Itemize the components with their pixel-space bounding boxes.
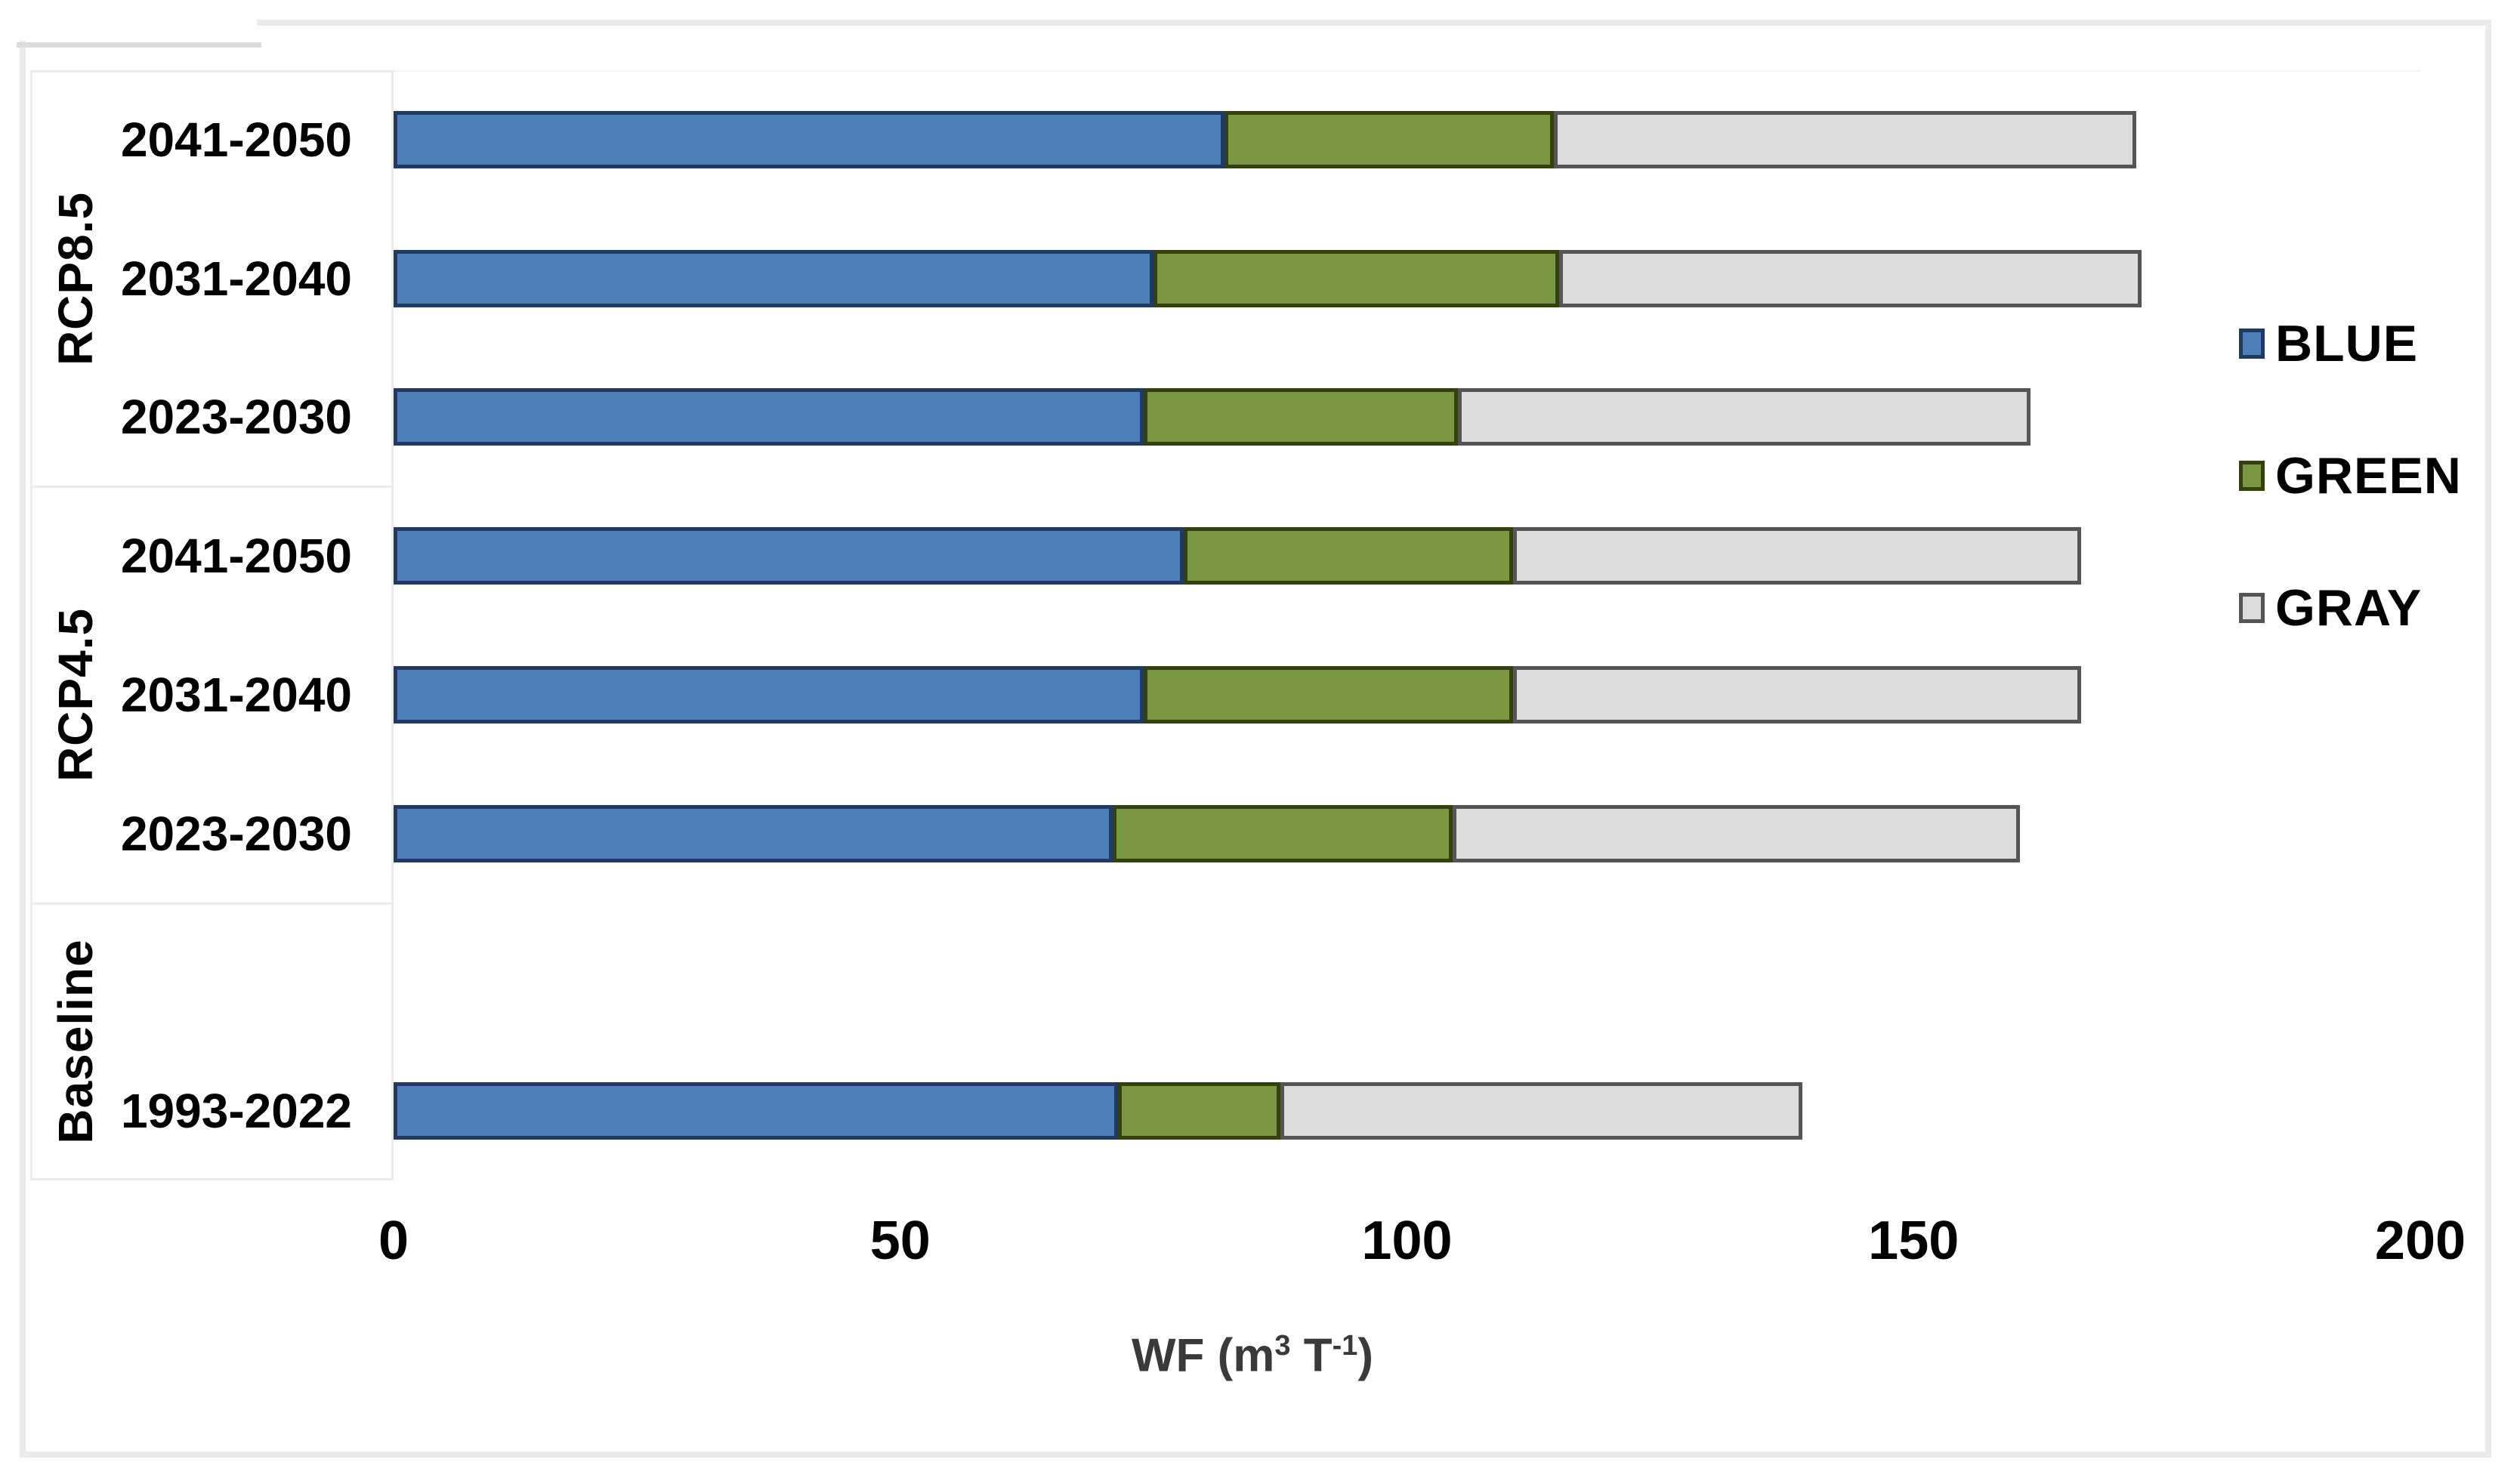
bar-segment-gray xyxy=(1280,1082,1802,1140)
legend-label: GREEN xyxy=(2275,447,2462,504)
legend-label: GRAY xyxy=(2275,579,2423,637)
period-label: 2023-2030 xyxy=(120,806,352,861)
legend-swatch-gray xyxy=(2239,593,2265,623)
period-label: 2041-2050 xyxy=(120,112,352,167)
x-axis-title-superscript: 3 xyxy=(1274,1329,1291,1362)
legend-swatch-green xyxy=(2239,461,2265,491)
legend-item-blue: BLUE xyxy=(2239,314,2418,373)
x-axis-tick-label: 200 xyxy=(2374,1211,2466,1271)
bar-segment-green xyxy=(1153,249,1559,307)
bar-row xyxy=(394,804,2021,862)
x-axis-title-text: T xyxy=(1290,1329,1333,1382)
legend-item-gray: GRAY xyxy=(2239,578,2422,637)
bar-segment-blue xyxy=(394,388,1144,446)
figure-border xyxy=(20,20,2491,1458)
period-label: 2023-2030 xyxy=(120,390,352,445)
legend-label: BLUE xyxy=(2275,315,2419,372)
x-axis-title: WF (m3 T-1) xyxy=(1132,1329,1373,1383)
bar-segment-blue xyxy=(394,665,1144,723)
x-axis-title-text: WF (m xyxy=(1131,1329,1275,1382)
bar-row xyxy=(394,110,2137,168)
bar-segment-blue xyxy=(394,110,1225,168)
frame-top-left-step-line xyxy=(17,42,261,48)
bar-segment-blue xyxy=(394,1082,1119,1140)
bar-segment-blue xyxy=(394,249,1154,307)
bar-segment-green xyxy=(1118,1082,1280,1140)
x-axis-title-superscript: -1 xyxy=(1332,1329,1358,1362)
bar-segment-gray xyxy=(1457,388,2031,446)
period-label: 2031-2040 xyxy=(120,251,352,306)
bar-row xyxy=(394,527,2081,585)
bar-segment-gray xyxy=(1558,249,2142,307)
category-axis-panel xyxy=(30,70,394,1180)
bar-segment-green xyxy=(1143,665,1514,723)
bar-row xyxy=(394,249,2142,307)
bar-row xyxy=(394,665,2081,723)
bar-segment-gray xyxy=(1513,665,2081,723)
frame-top-left-notch xyxy=(0,0,257,41)
x-axis-tick-label: 50 xyxy=(869,1211,931,1271)
x-axis-tick-label: 150 xyxy=(1868,1211,1959,1271)
bar-segment-gray xyxy=(1554,110,2137,168)
period-label: 2041-2050 xyxy=(120,529,352,584)
bar-segment-green xyxy=(1224,110,1554,168)
bar-segment-blue xyxy=(394,804,1113,862)
legend-item-green: GREEN xyxy=(2239,446,2462,505)
bar-segment-gray xyxy=(1513,527,2081,585)
bar-segment-green xyxy=(1143,388,1458,446)
period-label: 2031-2040 xyxy=(120,667,352,722)
bar-segment-green xyxy=(1184,527,1514,585)
period-label: 1993-2022 xyxy=(120,1084,352,1139)
plot-area-top-line xyxy=(394,70,2420,72)
bar-segment-green xyxy=(1113,804,1453,862)
bar-segment-blue xyxy=(394,527,1184,585)
group-divider xyxy=(30,902,394,905)
bar-segment-gray xyxy=(1452,804,2021,862)
group-divider xyxy=(30,486,394,489)
bar-row xyxy=(394,1082,1802,1140)
bar-row xyxy=(394,388,2031,446)
legend-swatch-blue xyxy=(2239,329,2265,359)
x-axis-title-text: ) xyxy=(1357,1329,1374,1382)
x-axis-tick-label: 0 xyxy=(378,1211,409,1271)
x-axis-tick-label: 100 xyxy=(1361,1211,1453,1271)
